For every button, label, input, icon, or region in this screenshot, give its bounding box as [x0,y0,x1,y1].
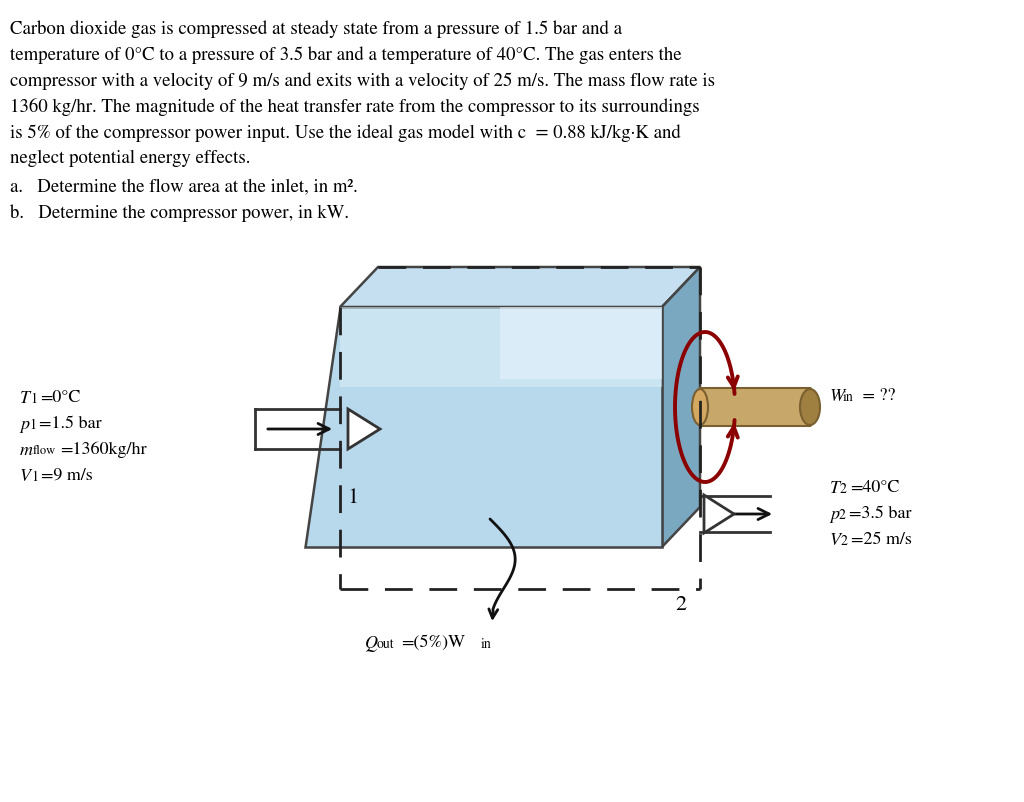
Text: 1: 1 [31,471,38,484]
Ellipse shape [800,390,820,426]
Polygon shape [705,496,734,533]
Text: W: W [830,387,845,404]
Text: 1: 1 [30,392,37,406]
Text: 1: 1 [29,419,36,431]
Text: 1: 1 [348,488,359,507]
Text: V: V [830,532,841,548]
FancyBboxPatch shape [699,388,811,427]
Text: flow: flow [33,444,56,456]
Polygon shape [662,268,700,547]
Text: =25 m/s: =25 m/s [851,532,912,547]
Text: 2: 2 [841,534,848,548]
Text: in: in [481,638,492,650]
Text: =9 m/s: =9 m/s [41,468,93,484]
Polygon shape [340,268,700,308]
Ellipse shape [692,390,708,426]
Text: compressor with a velocity of 9 m/s and exits with a velocity of 25 m/s. The mas: compressor with a velocity of 9 m/s and … [10,72,715,90]
Text: = ??: = ?? [858,387,895,403]
Polygon shape [348,410,380,449]
Text: in: in [843,391,854,404]
Text: =1360kg/hr: =1360kg/hr [60,441,146,458]
Text: 2: 2 [839,508,846,522]
Text: a.   Determine the flow area at the inlet, in m².: a. Determine the flow area at the inlet,… [10,178,357,195]
Text: =40°C: =40°C [850,480,899,496]
Text: T: T [830,480,840,496]
Text: out: out [377,638,394,650]
Text: temperature of 0°C to a pressure of 3.5 bar and a temperature of 40°C. The gas e: temperature of 0°C to a pressure of 3.5 … [10,46,682,63]
Text: =0°C: =0°C [40,390,80,406]
Text: p: p [20,415,29,432]
Text: =1.5 bar: =1.5 bar [39,415,101,431]
Text: =(5%)W: =(5%)W [401,634,465,650]
Polygon shape [500,308,662,379]
Text: m: m [20,441,33,458]
Text: 2: 2 [675,594,686,614]
Polygon shape [340,308,662,387]
Text: =3.5 bar: =3.5 bar [849,505,911,521]
Text: 1360 kg/hr. The magnitude of the heat transfer rate from the compressor to its s: 1360 kg/hr. The magnitude of the heat tr… [10,98,699,115]
Text: T: T [20,390,30,407]
Text: b.   Determine the compressor power, in kW.: b. Determine the compressor power, in kW… [10,204,349,221]
Text: p: p [830,505,839,522]
Text: V: V [20,468,31,484]
Text: 2: 2 [840,482,847,496]
Polygon shape [305,308,662,547]
Text: Q: Q [365,634,378,651]
Text: neglect potential energy effects.: neglect potential energy effects. [10,150,251,167]
Text: Carbon dioxide gas is compressed at steady state from a pressure of 1.5 bar and : Carbon dioxide gas is compressed at stea… [10,20,622,38]
Text: is 5% of the compressor power input. Use the ideal gas model with cₚ = 0.88 kJ/k: is 5% of the compressor power input. Use… [10,124,681,141]
